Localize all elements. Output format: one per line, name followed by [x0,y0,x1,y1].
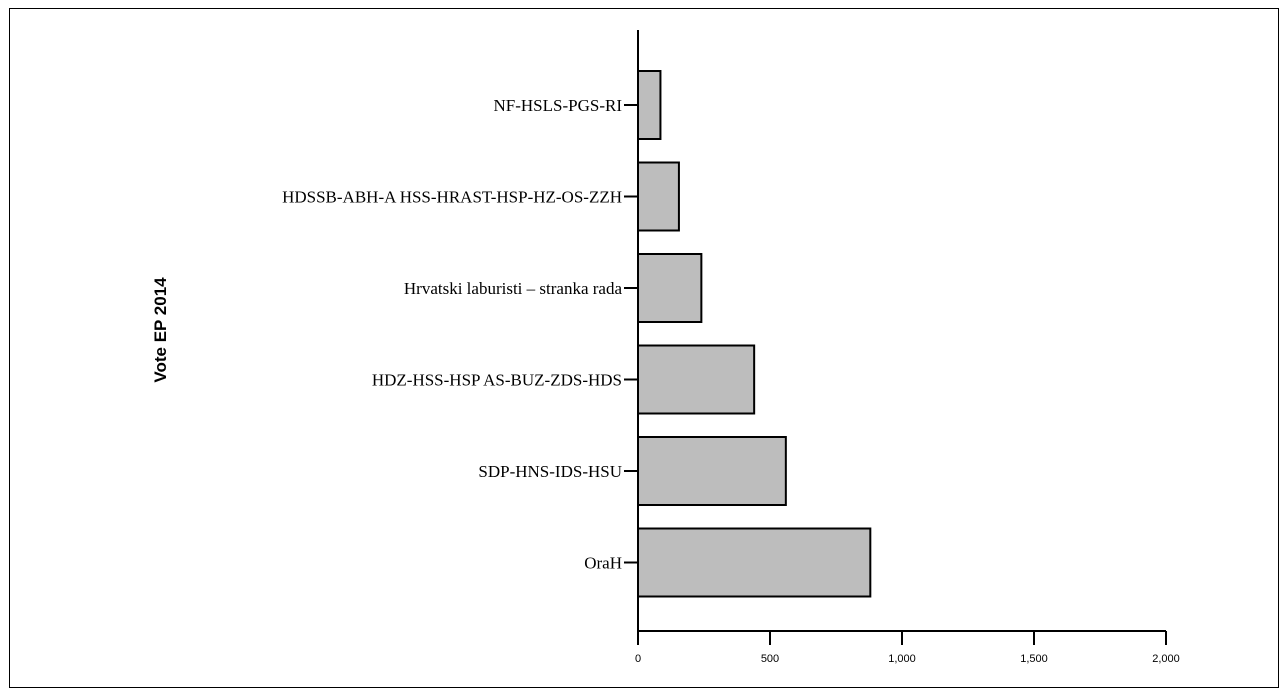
category-label-3: HDZ-HSS-HSP AS-BUZ-ZDS-HDS [372,371,622,390]
x-tick-label-4: 2,000 [1152,653,1180,665]
category-label-4: SDP-HNS-IDS-HSU [478,462,622,481]
x-tick-label-2: 1,000 [888,653,916,665]
y-axis-title: Vote EP 2014 [151,277,170,383]
bar-chart: NF-HSLS-PGS-RI HDSSB-ABH-A HSS-HRAST-HSP-… [151,30,1180,665]
category-label-0: NF-HSLS-PGS-RI [494,96,623,115]
category-label-1: HDSSB-ABH-A HSS-HRAST-HSP-HZ-OS-ZZH [282,188,622,207]
x-tick-label-3: 1,500 [1020,653,1048,665]
category-label-2: Hrvatski laburisti – stranka rada [404,279,623,298]
bar-1 [637,161,680,232]
bar-5 [637,527,872,598]
bar-4 [637,436,787,506]
category-label-5: OraH [584,554,622,573]
x-tick-label-1: 500 [761,653,779,665]
bar-2 [637,253,703,323]
bar-3 [637,344,756,415]
category-labels: NF-HSLS-PGS-RI HDSSB-ABH-A HSS-HRAST-HSP-… [282,96,638,573]
x-axis-ticks: 0 500 1,000 1,500 2,000 [635,631,1180,665]
bars [637,70,872,598]
x-tick-label-0: 0 [635,653,641,665]
bar-0 [637,70,662,140]
